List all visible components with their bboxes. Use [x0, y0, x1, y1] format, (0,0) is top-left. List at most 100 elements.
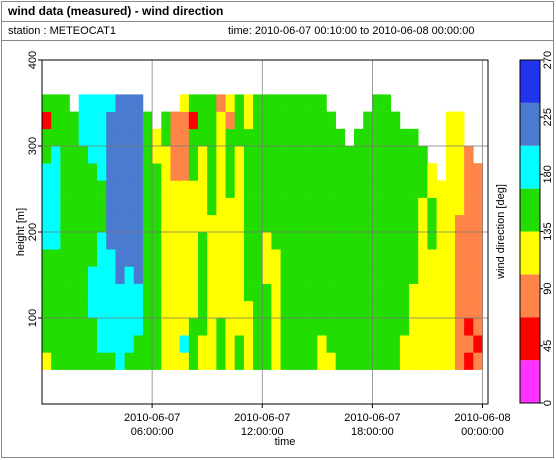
cell: [179, 128, 190, 147]
cell: [133, 335, 144, 353]
colorbar-label: wind direction [deg]: [495, 184, 507, 280]
cell: [124, 352, 135, 370]
cell: [115, 318, 125, 336]
cell: [289, 283, 300, 302]
cell: [78, 352, 89, 370]
cell: [142, 163, 153, 181]
cell: [152, 214, 162, 233]
cell: [115, 232, 125, 250]
cell: [399, 180, 410, 198]
cell: [115, 163, 125, 181]
cell: [225, 197, 236, 216]
cell: [253, 214, 263, 233]
cell: [133, 94, 144, 112]
cell: [133, 214, 144, 233]
cell: [436, 180, 447, 198]
colorbar-bin: [520, 60, 540, 103]
cell: [106, 283, 116, 302]
cell: [60, 197, 70, 216]
cell: [51, 197, 61, 216]
cell: [445, 128, 456, 147]
cell: [216, 249, 226, 267]
cell: [464, 163, 474, 181]
cell: [225, 214, 236, 233]
cell: [409, 335, 419, 353]
cell: [427, 232, 437, 250]
cell: [253, 146, 263, 164]
cell: [354, 249, 364, 267]
cell: [271, 300, 281, 319]
cell: [106, 352, 116, 370]
cell: [427, 180, 437, 198]
cell: [42, 111, 52, 130]
cell: [354, 232, 364, 250]
cell: [427, 266, 437, 284]
cell: [436, 335, 447, 353]
cell: [308, 352, 318, 370]
cell: [225, 249, 236, 267]
cell: [51, 249, 61, 267]
cell: [253, 197, 263, 216]
cell: [308, 318, 318, 336]
cell: [42, 318, 52, 336]
cell: [87, 214, 98, 233]
cell: [427, 214, 437, 233]
cell: [308, 146, 318, 164]
cell: [42, 163, 52, 181]
cell: [344, 232, 355, 250]
cell: [390, 128, 401, 147]
cell: [445, 283, 456, 302]
cell: [445, 111, 456, 130]
cell: [298, 232, 309, 250]
cell: [363, 197, 373, 216]
cell: [363, 163, 373, 181]
cell: [198, 249, 208, 267]
cell: [280, 111, 291, 130]
cell: [298, 266, 309, 284]
cell: [399, 146, 410, 164]
cell: [326, 300, 336, 319]
cell: [243, 128, 254, 147]
cell: [409, 352, 419, 370]
cell: [262, 111, 272, 130]
cell: [454, 266, 465, 284]
cell: [115, 146, 125, 164]
cell: [289, 300, 300, 319]
colorbar-tick-label: 270: [542, 51, 554, 69]
cell: [473, 163, 483, 181]
cell: [354, 128, 364, 147]
cell: [354, 214, 364, 233]
cell: [51, 128, 61, 147]
cell: [354, 318, 364, 336]
cell: [271, 197, 281, 216]
cell: [198, 197, 208, 216]
cell: [418, 146, 428, 164]
cell: [78, 197, 89, 216]
cell: [271, 335, 281, 353]
cell: [115, 214, 125, 233]
cell: [243, 94, 254, 112]
cell: [253, 300, 263, 319]
cell: [271, 214, 281, 233]
cell: [161, 232, 171, 250]
cell: [280, 128, 291, 147]
cell: [399, 300, 410, 319]
cell: [234, 111, 245, 130]
cell: [142, 300, 153, 319]
cell: [262, 180, 272, 198]
cell: [289, 214, 300, 233]
cell: [363, 180, 373, 198]
x-tick-label: 2010-06-07: [234, 412, 290, 424]
cell: [161, 197, 171, 216]
cell: [317, 94, 327, 112]
cell: [280, 335, 291, 353]
cell: [234, 146, 245, 164]
cell: [216, 283, 226, 302]
cell: [436, 352, 447, 370]
cell: [372, 214, 382, 233]
cell: [335, 180, 346, 198]
cell: [335, 146, 346, 164]
cell: [170, 300, 180, 319]
cell: [234, 163, 245, 181]
cell: [280, 232, 291, 250]
